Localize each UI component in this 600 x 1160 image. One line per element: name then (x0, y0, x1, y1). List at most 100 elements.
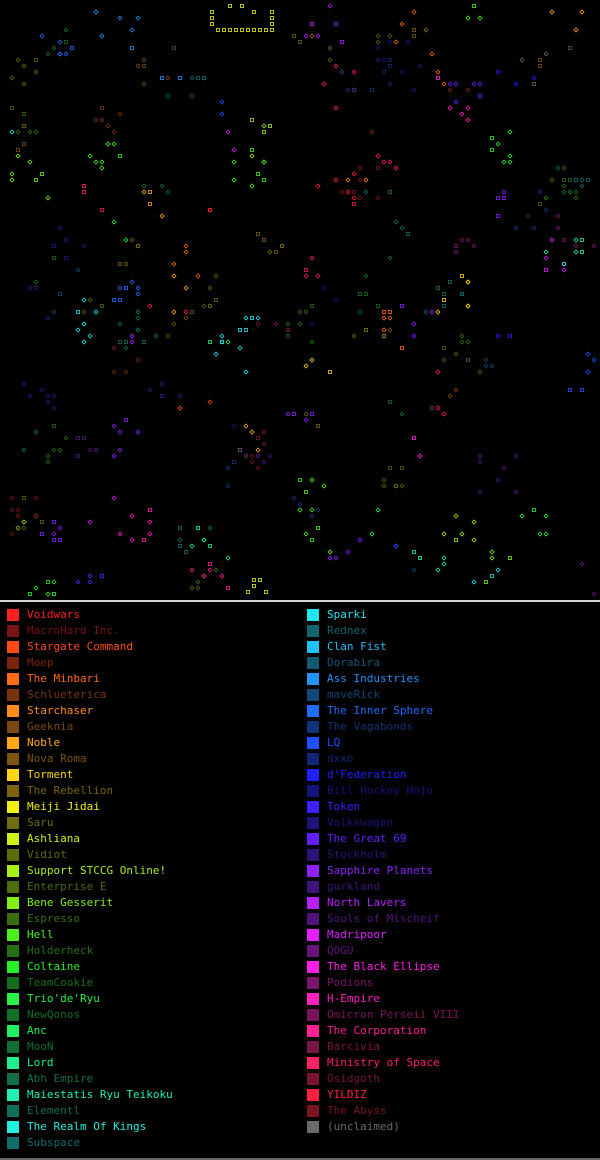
star-system (543, 195, 549, 201)
star-system (34, 514, 38, 518)
star-system (375, 33, 381, 39)
star-system (339, 69, 345, 75)
legend-item: NewQonos (7, 1007, 307, 1023)
star-system (10, 106, 14, 110)
star-systems (9, 3, 597, 597)
star-system (87, 333, 93, 339)
star-system (75, 579, 81, 585)
star-system (100, 208, 104, 212)
star-system (45, 459, 51, 465)
star-system (567, 189, 573, 195)
star-system (573, 243, 579, 249)
star-system (549, 9, 555, 15)
star-system (333, 177, 339, 183)
star-system (195, 273, 201, 279)
star-system (81, 321, 87, 327)
star-system (208, 340, 212, 344)
star-system (225, 129, 231, 135)
star-system (232, 460, 236, 464)
star-system (117, 447, 123, 453)
color-swatch (7, 609, 19, 621)
color-swatch (307, 785, 319, 797)
star-system (393, 483, 399, 489)
star-system (252, 28, 256, 32)
star-system (22, 112, 26, 116)
star-system (364, 292, 368, 296)
star-system (82, 184, 86, 188)
star-system (465, 87, 471, 93)
legend-bottom-border (0, 1158, 600, 1160)
legend-item: Schlueterica (7, 687, 307, 703)
faction-name: Podions (327, 976, 374, 989)
faction-name: Saru (27, 816, 54, 829)
star-system (387, 315, 393, 321)
color-swatch (307, 977, 319, 989)
star-system (178, 544, 182, 548)
star-system (471, 579, 477, 585)
color-swatch (7, 993, 19, 1005)
faction-name: Nova Roma (27, 752, 87, 765)
star-system (210, 16, 214, 20)
star-system (208, 562, 212, 566)
star-system (52, 424, 56, 428)
star-system (274, 250, 278, 254)
star-system (195, 585, 201, 591)
faction-name: MacroHard Inc. (27, 624, 120, 637)
legend-item: Meiji Jidai (7, 799, 307, 815)
legend-item: Rednex (307, 623, 600, 639)
faction-name: The Vagabonds (327, 720, 414, 733)
star-system (228, 4, 232, 8)
color-swatch (307, 769, 319, 781)
star-system (441, 561, 447, 567)
star-system (9, 495, 15, 501)
legend-item: Coltaine (7, 959, 307, 975)
star-system (201, 303, 207, 309)
color-swatch (7, 1105, 19, 1117)
star-system (135, 63, 141, 69)
star-system (9, 129, 15, 135)
star-system (111, 495, 117, 501)
legend-item: Enterprise E (7, 879, 307, 895)
legend-item: Noble (7, 735, 307, 751)
faction-name: Noble (27, 736, 61, 749)
star-system (87, 447, 93, 453)
star-system (210, 22, 214, 26)
star-system (261, 159, 267, 165)
star-system (142, 340, 146, 344)
star-system (250, 148, 254, 152)
star-system (375, 195, 381, 201)
star-system (243, 369, 249, 375)
star-system (453, 249, 459, 255)
star-system (246, 590, 250, 594)
star-system (268, 124, 272, 128)
star-system (543, 513, 549, 519)
star-system (310, 412, 314, 416)
faction-name: Barcivia (327, 1040, 380, 1053)
star-system (388, 466, 392, 470)
star-system (220, 340, 224, 344)
star-system (178, 526, 182, 530)
faction-name: The Black Ellipse (327, 960, 440, 973)
legend-item: Sparki (307, 607, 600, 623)
color-swatch (7, 977, 19, 989)
star-system (201, 573, 207, 579)
star-system (579, 177, 585, 183)
star-system (57, 51, 63, 57)
star-system (357, 309, 363, 315)
star-system (291, 495, 297, 501)
star-system (15, 129, 21, 135)
star-system (321, 81, 327, 87)
faction-name: Bene Gesserit (27, 896, 114, 909)
color-swatch (7, 913, 19, 925)
star-system (183, 309, 189, 315)
star-system (327, 555, 333, 561)
star-system (51, 393, 57, 399)
star-system (454, 244, 458, 248)
legend-item: Madripoor (307, 927, 600, 943)
star-system (333, 105, 339, 111)
color-swatch (307, 1105, 319, 1117)
star-system (412, 550, 416, 554)
star-system (270, 16, 274, 20)
star-system (477, 489, 483, 495)
star-system (172, 46, 176, 50)
